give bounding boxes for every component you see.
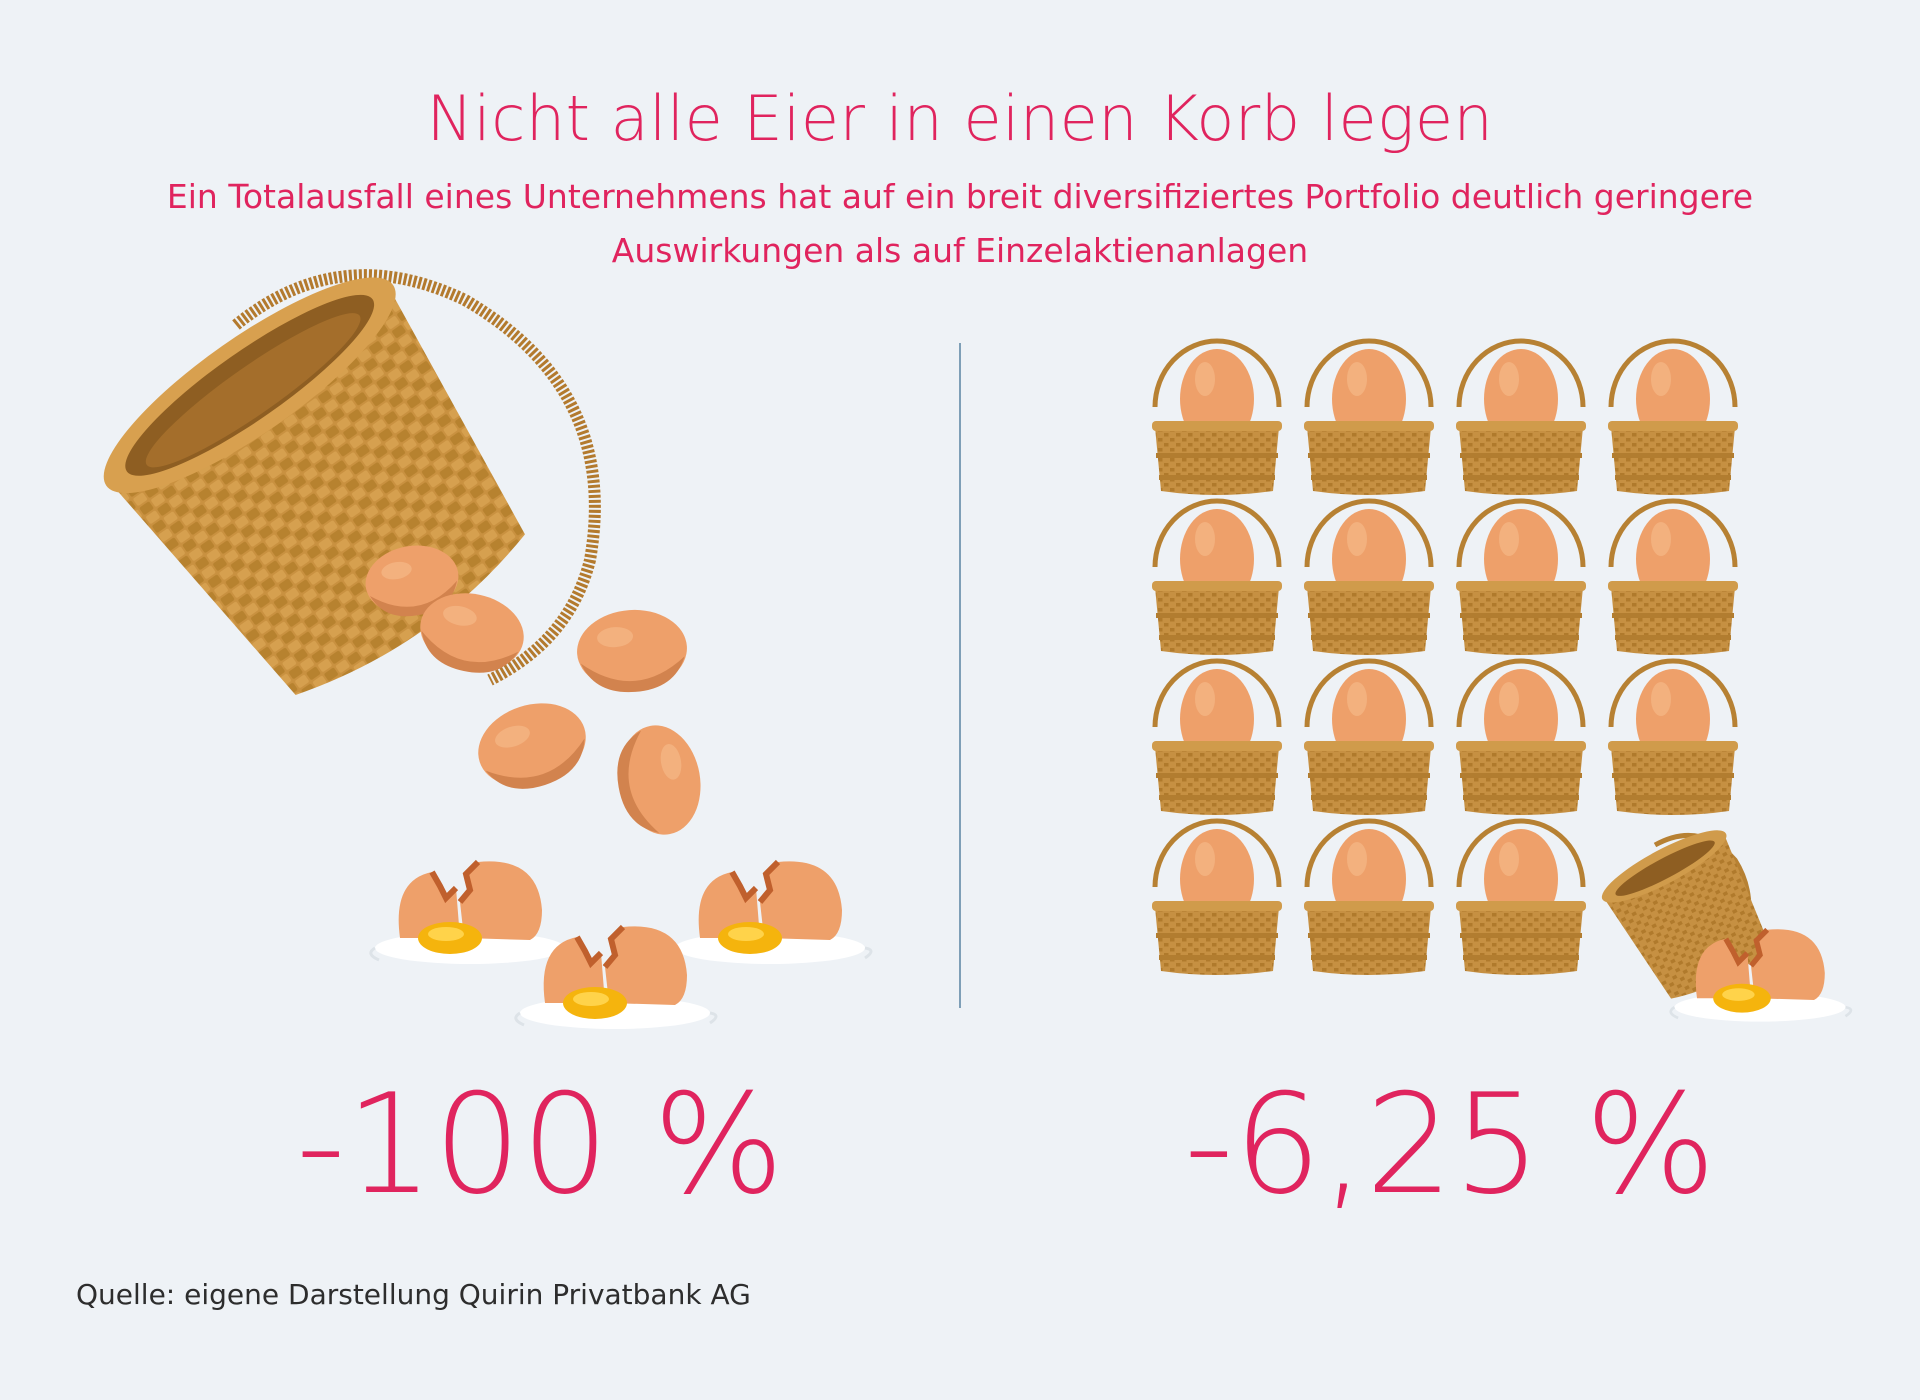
egg-basket-icon <box>1152 341 1282 495</box>
basket-grid <box>1152 341 1851 1022</box>
source-note: Quelle: eigene Darstellung Quirin Privat… <box>76 1278 751 1311</box>
egg-basket-icon <box>1152 501 1282 655</box>
egg-group-spilling <box>360 538 709 842</box>
egg-basket-icon <box>1608 661 1738 815</box>
egg-basket-icon <box>1456 821 1586 975</box>
egg-basket-icon <box>1304 821 1434 975</box>
egg-basket-icon <box>1304 501 1434 655</box>
page-subtitle: Ein Totalausfall eines Unternehmens hat … <box>166 177 1754 270</box>
divider <box>959 343 961 1008</box>
egg-basket-icon <box>1608 501 1738 655</box>
egg-basket-icon <box>1608 341 1738 495</box>
egg-basket-icon <box>1304 341 1434 495</box>
diversified-loss-value: -6,25 % <box>1183 1064 1717 1225</box>
egg-basket-icon <box>1152 661 1282 815</box>
tipped-basket-icon <box>103 269 601 695</box>
egg-basket-icon <box>1456 501 1586 655</box>
egg-basket-icon <box>1456 661 1586 815</box>
page-title: Nicht alle Eier in einen Korb legen <box>426 82 1494 155</box>
single-basket-loss-value: -100 % <box>295 1064 785 1225</box>
broken-egg-group-left <box>371 861 871 1029</box>
egg-basket-icon <box>1304 661 1434 815</box>
egg-basket-icon <box>1152 821 1282 975</box>
egg-basket-icon <box>1456 341 1586 495</box>
